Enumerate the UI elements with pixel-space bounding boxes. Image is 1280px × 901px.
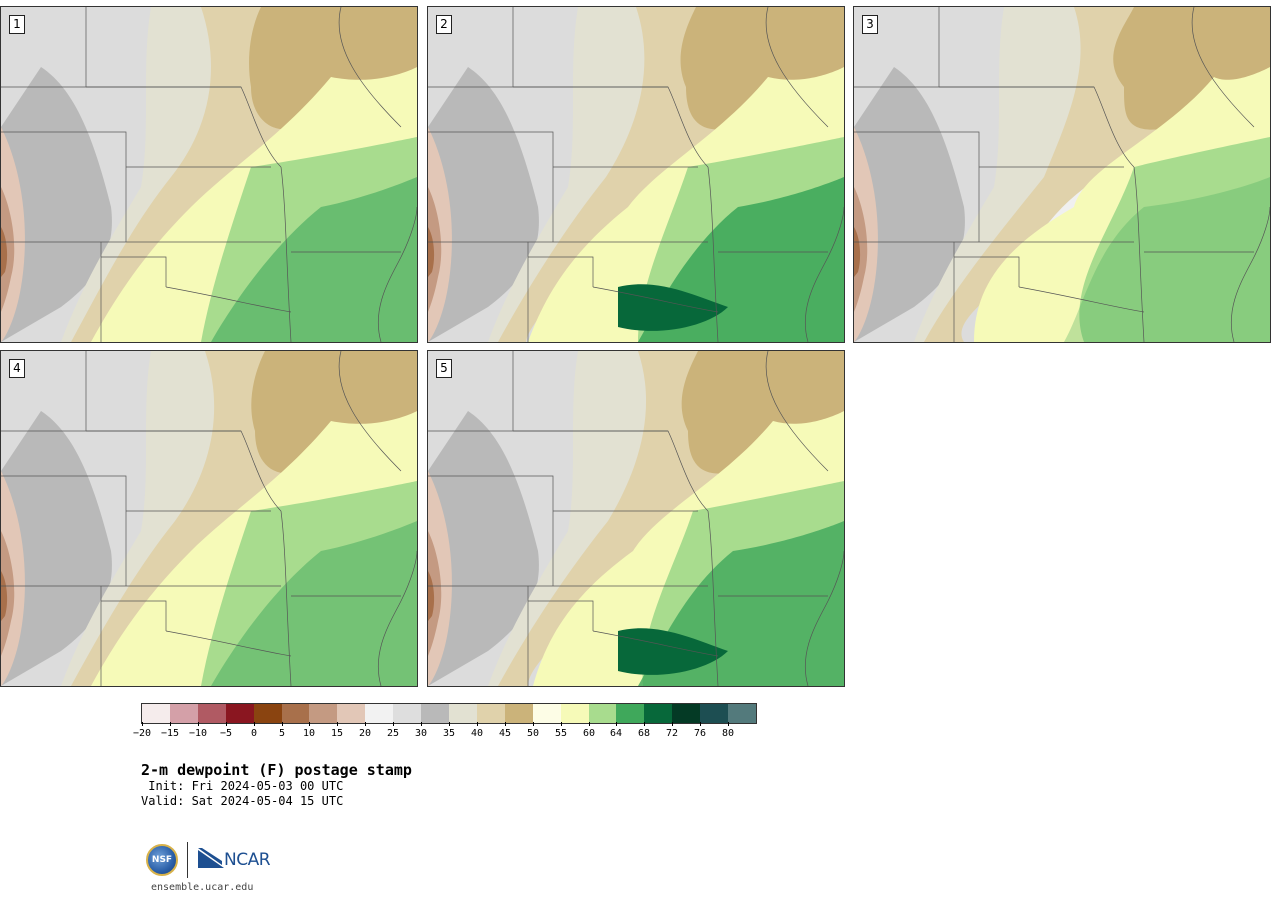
colorbar-tick	[226, 722, 227, 726]
colorbar-tick-label: 55	[554, 728, 568, 739]
map-panel-3[interactable]: 3	[853, 6, 1271, 343]
plot-title: 2-m dewpoint (F) postage stamp	[141, 761, 412, 779]
colorbar-swatch	[393, 704, 422, 723]
colorbar-tick-label: 5	[278, 728, 286, 739]
colorbar-swatch	[616, 704, 645, 723]
colorbar-tick-label: 25	[386, 728, 400, 739]
colorbar-swatch	[448, 704, 477, 723]
panel-number-label: 5	[436, 359, 452, 378]
ncar-logo-icon	[198, 848, 224, 868]
colorbar-tick	[365, 722, 366, 726]
colorbar-tick	[728, 722, 729, 726]
colorbar-tick	[672, 722, 673, 726]
colorbar-tick-label: 80	[721, 728, 735, 739]
logo-divider	[187, 842, 188, 878]
colorbar-swatch	[672, 704, 701, 723]
colorbar-tick-label: 0	[250, 728, 258, 739]
panel-number-label: 3	[862, 15, 878, 34]
map-panel-5[interactable]: 5	[427, 350, 845, 687]
colorbar-swatch	[309, 704, 338, 723]
map-panel-4[interactable]: 4	[0, 350, 418, 687]
panel-number-label: 1	[9, 15, 25, 34]
colorbar-tick-label: 60	[582, 728, 596, 739]
colorbar-swatch	[365, 704, 394, 723]
colorbar-tick-label: −5	[219, 728, 233, 739]
init-time: Init: Fri 2024-05-03 00 UTC	[141, 779, 344, 793]
colorbar-tick	[198, 722, 199, 726]
colorbar-tick-label: 45	[498, 728, 512, 739]
site-url[interactable]: ensemble.ucar.edu	[151, 882, 254, 893]
colorbar-tick	[477, 722, 478, 726]
colorbar-swatch	[197, 704, 226, 723]
colorbar-tick	[421, 722, 422, 726]
colorbar-tick-label: 35	[442, 728, 456, 739]
colorbar-swatch	[281, 704, 310, 723]
map-panel-1[interactable]: 1	[0, 6, 418, 343]
colorbar-tick	[589, 722, 590, 726]
colorbar-tick-label: 50	[526, 728, 540, 739]
colorbar-swatch	[142, 704, 170, 723]
colorbar-tick-label: 40	[470, 728, 484, 739]
colorbar-swatch	[253, 704, 282, 723]
dewpoint-map	[428, 7, 844, 342]
colorbar-tick	[616, 722, 617, 726]
colorbar-tick	[337, 722, 338, 726]
valid-time: Valid: Sat 2024-05-04 15 UTC	[141, 794, 344, 808]
colorbar-tick-label: 68	[637, 728, 651, 739]
colorbar-tick	[561, 722, 562, 726]
colorbar-tick-label: −10	[188, 728, 208, 739]
colorbar-swatch	[421, 704, 449, 723]
colorbar-tick-label: −15	[160, 728, 180, 739]
colorbar-tick	[505, 722, 506, 726]
colorbar-tick	[142, 722, 143, 726]
map-panel-2[interactable]: 2	[427, 6, 845, 343]
colorbar-swatch	[700, 704, 729, 723]
colorbar-swatch	[225, 704, 254, 723]
colorbar-tick	[282, 722, 283, 726]
colorbar-tick-label: 15	[330, 728, 344, 739]
colorbar-tick-label: 10	[302, 728, 316, 739]
colorbar-tick	[393, 722, 394, 726]
panel-number-label: 2	[436, 15, 452, 34]
colorbar-tick	[533, 722, 534, 726]
colorbar-tick-label: 30	[414, 728, 428, 739]
colorbar-tick-label: 72	[665, 728, 679, 739]
colorbar-swatch	[728, 704, 756, 723]
colorbar-swatch	[560, 704, 589, 723]
colorbar-tick-label: −20	[132, 728, 152, 739]
colorbar-swatch	[644, 704, 673, 723]
colorbar-tick	[170, 722, 171, 726]
colorbar-tick	[700, 722, 701, 726]
colorbar-tick-label: 20	[358, 728, 372, 739]
colorbar-swatch	[337, 704, 366, 723]
colorbar-tick-label: 76	[693, 728, 707, 739]
panel-number-label: 4	[9, 359, 25, 378]
colorbar-swatch	[169, 704, 198, 723]
dewpoint-map	[428, 351, 844, 686]
colorbar-tick	[644, 722, 645, 726]
dewpoint-map	[1, 351, 417, 686]
ncar-wordmark: NCAR	[224, 850, 271, 870]
dewpoint-map	[854, 7, 1270, 342]
colorbar-swatch	[532, 704, 561, 723]
nsf-logo-icon: NSF	[146, 844, 178, 876]
colorbar-tick	[449, 722, 450, 726]
colorbar-tick-label: 64	[609, 728, 623, 739]
colorbar	[141, 703, 757, 724]
colorbar-swatch	[588, 704, 617, 723]
colorbar-tick	[309, 722, 310, 726]
nsf-ncar-logo: NSF NCAR	[144, 842, 274, 880]
dewpoint-map	[1, 7, 417, 342]
colorbar-tick	[254, 722, 255, 726]
colorbar-swatch	[504, 704, 533, 723]
colorbar-ticks: −20 −15 −10 −5 0 5 10 15 20 25 30 35 40 45 50 55 60 64 68 7…	[133, 722, 757, 742]
colorbar-swatch	[476, 704, 505, 723]
